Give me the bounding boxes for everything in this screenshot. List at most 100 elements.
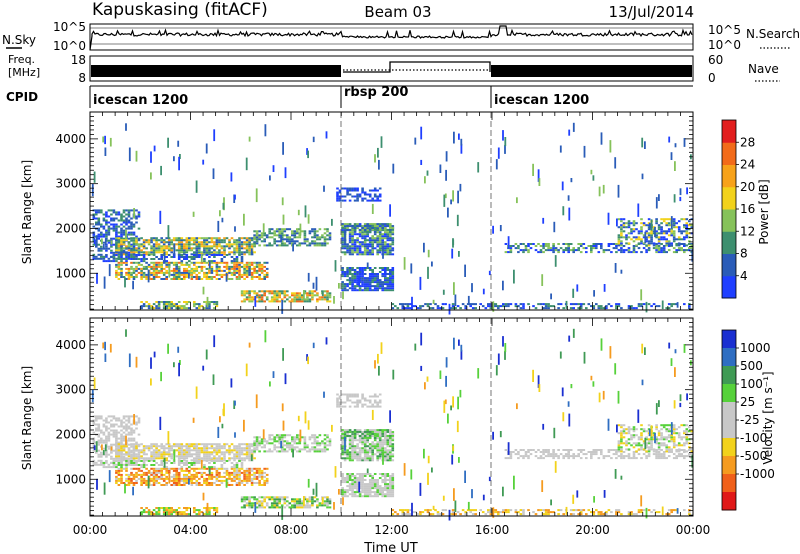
power-echo-cell [97,247,101,250]
power-echo-cell [499,225,502,232]
power-echo-cell [607,249,611,252]
power-echo-cell [376,199,379,202]
velocity-echo-cell [125,457,128,460]
power-echo-cell [378,247,382,250]
power-echo-cell [647,247,651,250]
power-echo-cell [177,261,181,264]
power-echo-cell [688,243,691,245]
velocity-echo-cell [240,449,244,452]
power-echo-cell [296,232,299,235]
velocity-echo-cell [107,439,111,442]
velocity-echo-cell [165,477,168,480]
power-echo-cell [185,267,189,270]
velocity-echo-cell [283,448,287,451]
power-echo-cell [368,243,372,246]
velocity-echo-cell [238,453,241,456]
velocity-echo-cell [273,498,276,501]
power-echo-cell [592,245,596,247]
power-echo-cell [577,243,580,245]
power-echo-cell [527,249,530,252]
power-echo-cell [260,294,264,297]
velocity-echo-cell [363,445,367,448]
power-echo-cell [137,243,141,246]
power-echo-cell [190,239,194,242]
power-echo-cell [667,218,671,221]
velocity-echo-cell [152,449,156,452]
power-echo-cell [112,254,116,256]
velocity-echo-cell [100,431,103,434]
power-echo-cell [293,234,297,237]
power-echo-cell [107,227,111,230]
power-echo-cell [258,278,261,280]
power-echo-cell [195,307,199,310]
power-echo-cell [107,233,111,236]
velocity-echo-cell [130,473,133,476]
power-echo-cell [507,236,510,249]
velocity-echo-cell [155,449,158,452]
power-echo-cell [306,292,309,295]
power-echo-cell [346,289,349,292]
power-echo-cell [620,220,623,223]
power-echo-cell [190,269,194,272]
velocity-echo-cell [240,459,244,462]
power-echo-cell [280,240,284,243]
velocity-echo-cell [260,502,264,505]
power-echo-cell [321,244,324,247]
power-echo-cell [219,210,221,217]
power-echo-cell [363,233,367,236]
velocity-echo-cell [127,484,131,486]
power-echo-cell [547,243,550,245]
velocity-echo-cell [132,482,136,484]
power-echo-cell [243,253,246,256]
power-echo-cell [291,234,294,237]
velocity-echo-cell [185,482,189,484]
velocity-echo-cell [155,462,158,464]
power-echo-cell [371,277,374,280]
velocity-echo-cell [147,469,151,472]
velocity-echo-cell [218,455,221,458]
velocity-echo-cell [145,453,148,456]
velocity-echo-cell [122,425,126,428]
power-echo-cell [213,245,216,248]
velocity-echo-cell [283,444,287,447]
velocity-echo-cell [185,475,189,478]
velocity-echo-cell [366,459,369,462]
power-echo-cell [188,301,191,303]
power-echo-cell [542,307,545,310]
power-echo-cell [356,277,359,280]
power-echo-cell [135,215,138,218]
power-echo-cell [343,283,347,286]
power-echo-cell [607,212,610,225]
power-echo-cell [110,249,113,252]
velocity-echo-cell [228,484,231,486]
velocity-echo-cell [303,496,307,499]
power-echo-cell [215,303,219,306]
power-echo-cell [376,237,379,240]
power-echo-cell [386,285,390,288]
power-echo-cell [685,226,689,229]
velocity-echo-cell [110,419,113,422]
velocity-echo-cell [208,484,211,486]
power-echo-cell [172,239,176,242]
power-echo-cell [544,245,548,247]
power-echo-cell [240,245,244,248]
velocity-echo-cell [115,466,118,469]
power-echo-cell [102,217,106,220]
power-echo-cell [137,261,141,264]
power-echo-cell [683,303,686,306]
velocity-echo-cell [366,449,369,452]
power-echo-cell [188,239,191,242]
velocity-echo-cell [162,477,166,480]
power-echo-cell [220,273,224,276]
velocity-echo-cell [112,462,116,464]
velocity-echo-cell [280,438,284,441]
power-echo-cell [177,271,181,274]
power-echo-cell [378,228,382,231]
velocity-echo-cell [208,507,211,509]
power-echo-cell [567,251,570,254]
velocity-echo-cell [142,462,146,464]
power-echo-cell [208,278,211,280]
power-echo-cell [297,209,300,216]
power-echo-cell [177,258,181,260]
velocity-echo-cell [177,484,181,486]
